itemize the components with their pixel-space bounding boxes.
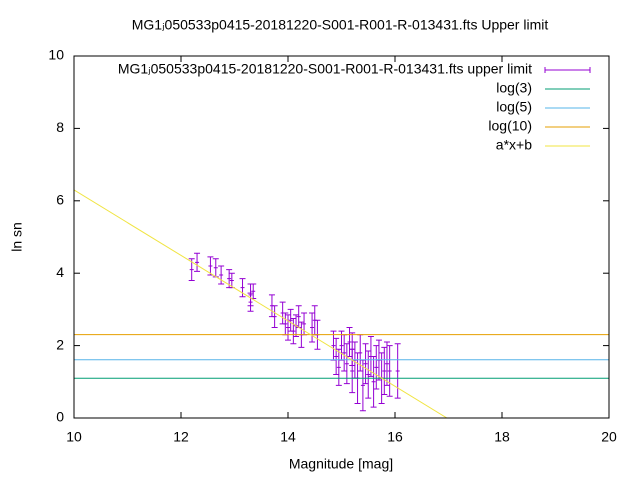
plot-frame bbox=[73, 55, 610, 419]
error-bar bbox=[386, 345, 393, 397]
y-tick-label: 10 bbox=[48, 47, 64, 63]
error-bar bbox=[212, 258, 219, 278]
error-bar bbox=[383, 341, 390, 386]
error-bar bbox=[365, 350, 372, 399]
chart-title: MG1ⱼ050533p0415-20181220-S001-R001-R-013… bbox=[132, 17, 549, 33]
error-bar bbox=[228, 272, 235, 289]
y-tick-label: 6 bbox=[56, 192, 64, 208]
error-bar bbox=[295, 305, 302, 328]
x-tick-label: 20 bbox=[601, 429, 617, 445]
error-bar bbox=[285, 314, 291, 341]
y-tick-label: 8 bbox=[56, 119, 64, 135]
error-bar bbox=[247, 292, 254, 312]
error-bar bbox=[349, 348, 356, 394]
error-bar bbox=[349, 332, 356, 367]
y-tick-label: 0 bbox=[56, 409, 64, 425]
error-bar bbox=[194, 252, 201, 272]
x-tick-label: 18 bbox=[494, 429, 510, 445]
error-bar bbox=[341, 334, 348, 372]
error-bar bbox=[357, 334, 364, 372]
error-bar bbox=[359, 359, 366, 412]
error-bar bbox=[335, 348, 342, 386]
legend-label: log(5) bbox=[496, 99, 532, 115]
y-tick-label: 4 bbox=[56, 264, 64, 280]
error-bar bbox=[188, 258, 195, 281]
x-tick-label: 12 bbox=[173, 429, 189, 445]
x-tick-label: 14 bbox=[280, 429, 296, 445]
fit-line bbox=[74, 189, 448, 418]
error-bar bbox=[330, 330, 337, 361]
error-bar bbox=[394, 343, 401, 399]
legend-swatch bbox=[544, 67, 591, 73]
legend-label: a*x+b bbox=[496, 137, 532, 153]
error-bar bbox=[346, 327, 353, 357]
x-axis-label: Magnitude [mag] bbox=[289, 456, 393, 472]
error-bar bbox=[362, 343, 369, 385]
x-tick-label: 10 bbox=[66, 429, 82, 445]
error-bar bbox=[239, 278, 246, 298]
error-bar bbox=[250, 283, 257, 300]
error-bar bbox=[207, 256, 214, 276]
error-bar bbox=[381, 346, 388, 395]
y-tick-label: 2 bbox=[56, 336, 64, 352]
y-axis-label: ln sn bbox=[9, 222, 25, 252]
error-bar bbox=[333, 337, 340, 376]
error-bar bbox=[309, 312, 316, 343]
legend-label: log(10) bbox=[488, 118, 532, 134]
error-bar bbox=[287, 308, 294, 332]
error-bar bbox=[373, 345, 380, 390]
error-bar bbox=[338, 330, 345, 361]
error-bar bbox=[370, 355, 377, 408]
x-tick-label: 16 bbox=[387, 429, 403, 445]
legend-label: log(3) bbox=[496, 80, 532, 96]
plot-area bbox=[74, 189, 609, 418]
error-bar bbox=[218, 265, 225, 285]
error-bar bbox=[343, 343, 350, 385]
error-bar bbox=[290, 317, 297, 345]
legend-label: MG1ⱼ050533p0415-20181220-S001-R001-R-013… bbox=[118, 61, 532, 77]
error-bar bbox=[271, 305, 278, 328]
